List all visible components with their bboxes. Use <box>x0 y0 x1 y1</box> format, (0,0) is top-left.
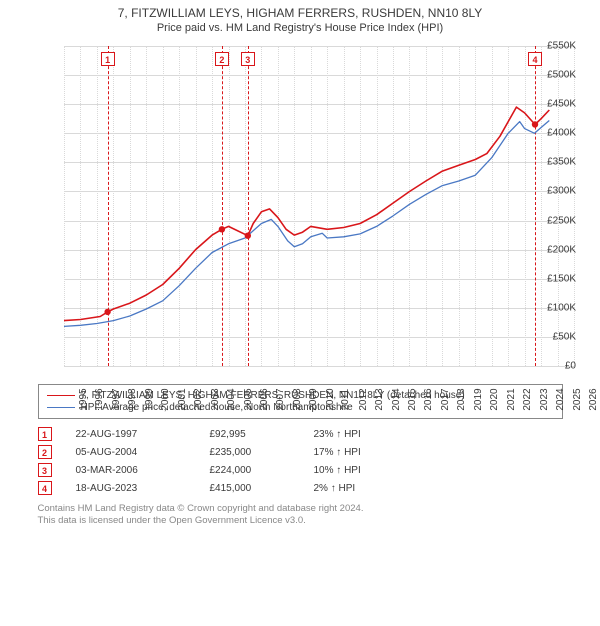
footer-line2: This data is licensed under the Open Gov… <box>38 515 563 527</box>
x-tick-label: 2014 <box>390 388 401 410</box>
footer-attribution: Contains HM Land Registry data © Crown c… <box>38 503 563 528</box>
gridline-v <box>574 46 575 366</box>
plot-area: 1234 <box>64 46 574 366</box>
event-price: £235,000 <box>210 447 290 458</box>
event-row: 2 05-AUG-2004 £235,000 17% ↑ HPI <box>38 445 563 459</box>
x-tick-label: 2022 <box>522 388 533 410</box>
event-row-box: 2 <box>38 445 52 459</box>
x-tick-label: 2009 <box>308 388 319 410</box>
event-row-box: 4 <box>38 481 52 495</box>
event-pct: 10% ↑ HPI <box>314 465 434 476</box>
x-tick-label: 2006 <box>259 388 270 410</box>
y-tick-label: £50K <box>536 331 576 342</box>
x-tick-label: 2007 <box>275 388 286 410</box>
x-tick-label: 2026 <box>588 388 599 410</box>
x-tick-label: 2018 <box>456 388 467 410</box>
chart-subtitle: Price paid vs. HM Land Registry's House … <box>0 22 600 34</box>
event-row-box: 3 <box>38 463 52 477</box>
event-price: £92,995 <box>210 429 290 440</box>
x-tick-label: 2005 <box>242 388 253 410</box>
x-tick-label: 2004 <box>226 388 237 410</box>
y-tick-label: £550K <box>536 41 576 52</box>
x-tick-label: 2019 <box>473 388 484 410</box>
event-pct: 17% ↑ HPI <box>314 447 434 458</box>
y-tick-label: £250K <box>536 215 576 226</box>
x-tick-label: 2020 <box>489 388 500 410</box>
event-date: 03-MAR-2006 <box>76 465 186 476</box>
x-tick-label: 2021 <box>505 388 516 410</box>
event-row: 1 22-AUG-1997 £92,995 23% ↑ HPI <box>38 427 563 441</box>
x-tick-label: 2008 <box>292 388 303 410</box>
x-tick-label: 1995 <box>78 388 89 410</box>
event-point-marker <box>219 226 225 232</box>
y-tick-label: £200K <box>536 244 576 255</box>
y-tick-label: £300K <box>536 186 576 197</box>
event-row: 3 03-MAR-2006 £224,000 10% ↑ HPI <box>38 463 563 477</box>
event-row-box: 1 <box>38 427 52 441</box>
footer-line1: Contains HM Land Registry data © Crown c… <box>38 503 563 515</box>
x-tick-label: 2013 <box>374 388 385 410</box>
x-tick-label: 2003 <box>209 388 220 410</box>
event-pct: 23% ↑ HPI <box>314 429 434 440</box>
event-point-marker <box>245 233 251 239</box>
event-pct: 2% ↑ HPI <box>314 483 434 494</box>
y-tick-label: £450K <box>536 99 576 110</box>
x-tick-label: 1998 <box>127 388 138 410</box>
event-row: 4 18-AUG-2023 £415,000 2% ↑ HPI <box>38 481 563 495</box>
event-point-marker <box>104 309 110 315</box>
x-tick-label: 1997 <box>111 388 122 410</box>
series-property <box>64 107 549 321</box>
line-chart: 1234£0 £50K £100K £150K £200K £250K £300K £350K… <box>20 38 580 378</box>
event-point-marker <box>532 121 538 127</box>
legend-swatch <box>47 407 75 408</box>
x-tick-label: 2011 <box>340 389 351 411</box>
x-tick-label: 2016 <box>423 388 434 410</box>
series-svg <box>64 46 574 366</box>
y-tick-label: £150K <box>536 273 576 284</box>
gridline-h <box>64 366 574 367</box>
x-tick-label: 1999 <box>144 388 155 410</box>
event-price: £415,000 <box>210 483 290 494</box>
x-tick-label: 2017 <box>440 388 451 410</box>
x-tick-label: 2001 <box>176 388 187 410</box>
x-tick-label: 2012 <box>357 388 368 410</box>
x-tick-label: 2000 <box>160 388 171 410</box>
y-tick-label: £400K <box>536 128 576 139</box>
events-table: 1 22-AUG-1997 £92,995 23% ↑ HPI 2 05-AUG-2004… <box>38 427 563 495</box>
x-tick-label: 2010 <box>325 388 336 410</box>
y-tick-label: £350K <box>536 157 576 168</box>
event-price: £224,000 <box>210 465 290 476</box>
y-tick-label: £0 <box>536 361 576 372</box>
y-tick-label: £100K <box>536 302 576 313</box>
x-tick-label: 2023 <box>538 388 549 410</box>
chart-title: 7, FITZWILLIAM LEYS, HIGHAM FERRERS, RUS… <box>0 6 600 20</box>
x-tick-label: 2024 <box>555 388 566 410</box>
y-tick-label: £500K <box>536 70 576 81</box>
x-tick-label: 2015 <box>407 388 418 410</box>
series-hpi <box>64 121 549 327</box>
event-date: 18-AUG-2023 <box>76 483 186 494</box>
x-tick-label: 2002 <box>193 388 204 410</box>
legend-swatch <box>47 395 75 396</box>
x-tick-label: 2025 <box>571 388 582 410</box>
event-date: 05-AUG-2004 <box>76 447 186 458</box>
x-tick-label: 1996 <box>94 388 105 410</box>
event-date: 22-AUG-1997 <box>76 429 186 440</box>
